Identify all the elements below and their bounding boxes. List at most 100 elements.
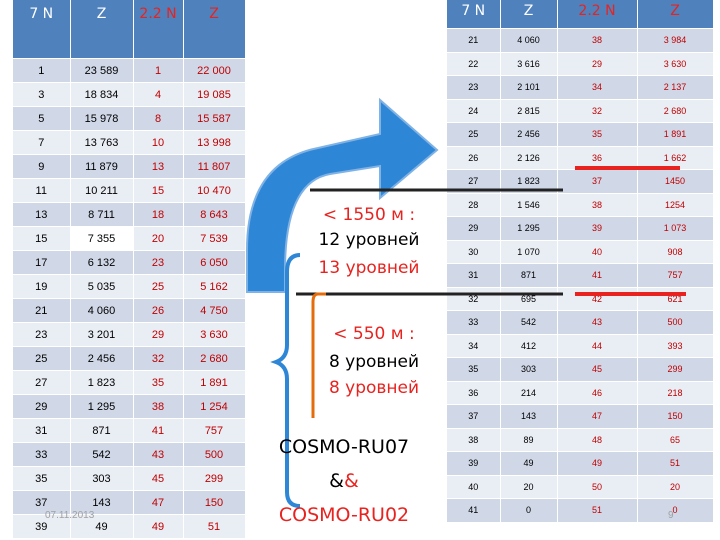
left-table-cell: 4 750 (183, 298, 246, 323)
right-table-cell: 38 (557, 28, 638, 52)
left-header-z: Z (70, 0, 134, 59)
right-table-row: 30 1 070 40 908 (447, 239, 714, 264)
footer-page-number: 9 (668, 510, 674, 521)
right-table-row: 38 89 48 65 (447, 427, 714, 452)
left-table-cell: 1 (133, 58, 184, 83)
right-table-cell: 22 (447, 51, 501, 76)
right-table-cell: 500 (637, 310, 714, 334)
left-table-cell: 11 879 (70, 154, 134, 179)
left-table-cell: 43 (133, 442, 184, 467)
right-table-cell: 20 (500, 474, 558, 499)
left-table-cell: 11 (13, 178, 71, 203)
left-table-row: 11 10 211 15 10 470 (13, 178, 246, 203)
left-table-cell: 18 834 (70, 82, 134, 107)
right-table-cell: 28 (447, 192, 501, 217)
left-table-cell: 19 (13, 274, 71, 299)
left-table-cell: 35 (13, 466, 71, 491)
left-table-row: 15 7 355 20 7 539 (13, 226, 246, 251)
right-table-cell: 49 (557, 451, 638, 475)
right-table-cell: 24 (447, 98, 501, 123)
right-table-header: 7 N Z 2.2 N Z (447, 0, 714, 29)
right-table-cell: 412 (500, 333, 558, 358)
left-table-cell: 10 470 (183, 178, 246, 203)
block2-levels-1: 8 уровней (328, 352, 420, 372)
block2-levels-2: 8 уровней (328, 378, 420, 398)
right-table-cell: 34 (447, 333, 501, 358)
right-table-cell: 49 (500, 451, 558, 475)
left-table-cell: 9 (13, 154, 71, 179)
left-table-cell: 299 (183, 466, 246, 491)
left-table-cell: 26 (133, 298, 184, 323)
right-table-cell: 42 (557, 286, 638, 311)
left-table-cell: 38 (133, 394, 184, 419)
right-table-cell: 2 137 (637, 75, 714, 99)
left-table-cell: 1 254 (183, 394, 246, 419)
right-table-row: 21 4 060 38 3 984 (447, 28, 714, 52)
left-table-row: 19 5 035 25 5 162 (13, 274, 246, 299)
right-table-cell: 214 (500, 380, 558, 405)
right-header-z2: Z (637, 0, 714, 29)
ampersand-line: && (258, 470, 430, 492)
right-table-cell: 35 (557, 122, 638, 146)
right-table-row: 28 1 546 38 1254 (447, 192, 714, 217)
right-table-cell: 3 616 (500, 51, 558, 76)
left-table-cell: 17 (13, 250, 71, 275)
right-table-cell: 1 073 (637, 216, 714, 240)
right-table-cell: 3 984 (637, 28, 714, 52)
left-table-cell: 10 211 (70, 178, 134, 203)
block1-levels-1: 12 уровней (318, 230, 420, 250)
right-table-cell: 32 (557, 98, 638, 123)
left-table-cell: 15 (133, 178, 184, 203)
left-header-z2: Z (183, 0, 246, 59)
right-table-cell: 908 (637, 239, 714, 264)
right-table-cell: 1 295 (500, 216, 558, 240)
left-table-cell: 49 (70, 514, 134, 538)
right-table-cell: 29 (557, 51, 638, 76)
right-table-cell: 1 546 (500, 192, 558, 217)
right-table-cell: 2 126 (500, 145, 558, 170)
left-table-cell: 20 (133, 226, 184, 251)
left-table-cell: 1 891 (183, 370, 246, 395)
right-table-cell: 34 (557, 75, 638, 99)
left-table-cell: 11 807 (183, 154, 246, 179)
left-table-cell: 32 (133, 346, 184, 371)
right-table-cell: 39 (557, 216, 638, 240)
left-header-7n: 7 N (13, 0, 71, 59)
left-table-cell: 31 (13, 418, 71, 443)
blue-brace-icon (270, 253, 301, 508)
left-table-cell: 23 (133, 250, 184, 275)
left-table-cell: 5 (13, 106, 71, 131)
left-table-row: 27 1 823 35 1 891 (13, 370, 246, 395)
left-table-body: 1 23 589 1 22 000 3 18 834 4 19 085 5 15 978 8 15 5… (13, 58, 246, 538)
right-table-cell: 2 815 (500, 98, 558, 123)
right-table-cell: 1 070 (500, 239, 558, 264)
right-table-cell: 40 (557, 239, 638, 264)
footer-date: 07.11.2013 (45, 510, 95, 521)
right-table-cell: 43 (557, 310, 638, 334)
left-table-cell: 15 587 (183, 106, 246, 131)
right-table-cell: 20 (637, 474, 714, 499)
right-table-row: 40 20 50 20 (447, 474, 714, 499)
left-table-row: 1 23 589 1 22 000 (13, 58, 246, 83)
right-table-cell: 1 891 (637, 122, 714, 146)
left-table-row: 21 4 060 26 4 750 (13, 298, 246, 323)
right-table-cell: 39 (447, 451, 501, 475)
left-table-row: 23 3 201 29 3 630 (13, 322, 246, 347)
left-table-cell: 15 978 (70, 106, 134, 131)
left-table-cell: 542 (70, 442, 134, 467)
right-table-row: 24 2 815 32 2 680 (447, 98, 714, 123)
right-table-row: 36 214 46 218 (447, 380, 714, 405)
left-table-cell: 1 (13, 58, 71, 83)
left-table-cell: 2 456 (70, 346, 134, 371)
left-table-cell: 4 060 (70, 298, 134, 323)
right-table-cell: 218 (637, 380, 714, 405)
right-table-cell: 45 (557, 357, 638, 381)
right-table-cell: 393 (637, 333, 714, 358)
model-name-2: COSMO-RU02 (278, 504, 410, 526)
left-table-row: 33 542 43 500 (13, 442, 246, 467)
left-table-row: 39 49 49 51 (13, 514, 246, 538)
left-table-cell: 33 (13, 442, 71, 467)
right-levels-table: 7 N Z 2.2 N Z 21 4 060 38 3 984 22 3 616 29 3 6… (447, 0, 714, 522)
right-table-cell: 0 (500, 498, 558, 522)
left-table-cell: 35 (133, 370, 184, 395)
